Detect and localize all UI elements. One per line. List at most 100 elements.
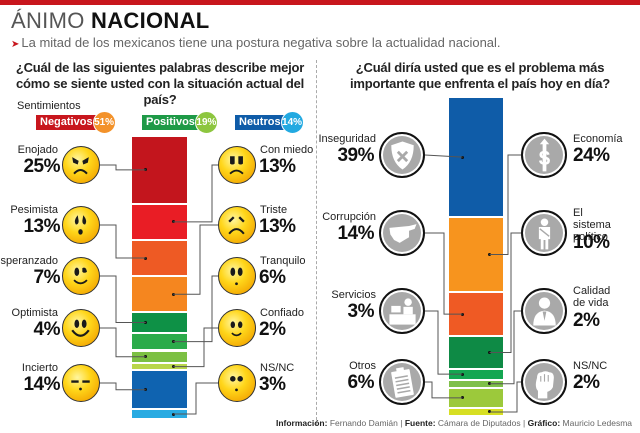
credits-sep: | [522, 418, 526, 428]
chart1-label: Con miedo [260, 144, 314, 156]
chart1-label: Esperanzado [0, 255, 58, 267]
credits-info-label: Información: [275, 418, 328, 428]
credits-info-value: Fernando Damián [329, 418, 398, 428]
chart2-label: El sistema político [573, 207, 611, 243]
chart2-bar-segment-corrupcion [449, 292, 503, 336]
top-accent-bar [0, 0, 640, 5]
chart2-value: 39% [337, 145, 374, 166]
chart1-bar-segment-triste [132, 277, 187, 312]
chart2-segment-marker [461, 312, 464, 316]
chart1-segment-marker [144, 388, 148, 392]
chart1-value: 13% [23, 216, 60, 237]
chart1-value: 6% [259, 267, 286, 288]
chart1-bar-segment-tranquilo [132, 333, 187, 350]
chart1-bar-segment-ns-nc [132, 410, 187, 418]
chart1-segment-marker [171, 292, 175, 296]
chart1-value: 14% [23, 374, 60, 395]
chart2-value: 14% [337, 223, 374, 244]
chart2-bar-segment-economia [449, 218, 503, 291]
chart2-label: Calidad de vida [573, 285, 611, 309]
svg-text:$: $ [539, 147, 551, 170]
face-sad-icon [218, 206, 256, 244]
legend-neutros-pct: 14% [280, 111, 304, 134]
chart2-label: NS/NC [573, 360, 608, 372]
face-confident-icon [218, 309, 256, 347]
chart1-value: 13% [259, 156, 296, 177]
chart1-label: Triste [260, 204, 288, 216]
legend-positivos-label: Positivos [142, 115, 199, 130]
chart1-segment-marker [144, 168, 148, 172]
chart1-segment-marker [171, 412, 175, 416]
chart2-label: Servicios [331, 289, 376, 301]
mexico-map-icon [379, 210, 425, 256]
chart2-segment-marker [461, 155, 464, 159]
chart1-value: 25% [23, 156, 60, 177]
legend-negativos-pct: 51% [92, 111, 116, 134]
chart2-bar-segment-servicios [449, 369, 503, 379]
chart2-value: 2% [573, 310, 600, 331]
legend-positivos-pct: 19% [194, 111, 218, 134]
chart1-segment-marker [171, 340, 175, 344]
chart1-bar-segment-optimista [132, 351, 187, 363]
chart2-bar-segment-ns-nc [449, 408, 503, 415]
shield-x-icon [379, 132, 425, 178]
subtitle: ➤ La mitad de los mexicanos tiene una pos… [11, 35, 501, 53]
face-pessimist-icon [62, 206, 100, 244]
chart2-segment-marker [488, 350, 491, 354]
face-hopeful-icon [62, 257, 100, 295]
chart1-value: 2% [259, 319, 286, 340]
chart1-value: 3% [259, 374, 286, 395]
chart2-value: 24% [573, 145, 610, 166]
clipboard-icon [379, 359, 425, 405]
chart2-bar-segment-calidad-de-vida [449, 380, 503, 387]
fist-icon [521, 359, 567, 405]
bullet-arrow-icon: ➤ [11, 39, 20, 50]
chart1-label: Tranquilo [260, 255, 306, 267]
legend-title: Sentimientos [17, 100, 81, 112]
face-calm-icon [218, 257, 256, 295]
credits-source-value: Cámara de Diputados [437, 418, 521, 428]
legend-negativos: Negativos 51% [36, 111, 116, 134]
legend-neutros-label: Neutros [235, 115, 285, 130]
chart1-question: ¿Cuál de las siguientes palabras describ… [15, 60, 305, 107]
page-title: ÁNIMO NACIONAL [11, 9, 210, 33]
chart1-bar-segment-incierto [132, 371, 187, 409]
credits-graphic-value: Mauricio Ledesma [562, 418, 632, 428]
chart1-bar-segment-esperanzado [132, 313, 187, 332]
chart1-value: 7% [33, 267, 61, 288]
chart2-bar-segment-inseguridad [449, 98, 503, 217]
chart2-question: ¿Cuál diría usted que es el problema más… [349, 60, 611, 91]
chart1-label: Enojado [17, 144, 58, 156]
chart2-segment-marker [461, 396, 464, 400]
chart1-stacked-bar [132, 137, 187, 418]
chart1-label: Confiado [260, 307, 305, 319]
legend-neutros: Neutros 14% [235, 111, 304, 134]
chart1-label: Optimista [11, 307, 58, 319]
chart2-bar-segment-otros [449, 388, 503, 407]
dollar-arrow-icon: $ [521, 132, 567, 178]
credits-graphic-label: Gráfico: [527, 418, 561, 428]
chart1-bar-segment-enojado [132, 137, 187, 203]
chart2-value: 2% [573, 372, 600, 393]
chart2-value: 6% [347, 372, 375, 393]
title-light: ÁNIMO [11, 8, 85, 33]
credits-sep: | [400, 418, 403, 428]
chart2-bar-segment-el-sistema-politico [449, 337, 503, 368]
chart1-label: Incierto [21, 362, 58, 374]
legend-negativos-label: Negativos [36, 115, 97, 130]
chart2-value: 3% [347, 301, 375, 322]
face-nsnc-icon [218, 364, 256, 402]
chart1-bar-segment-confiado [132, 364, 187, 370]
businessman-icon [521, 288, 567, 334]
chart1-segment-marker [144, 321, 148, 325]
chart1-value: 4% [33, 319, 61, 340]
credits-source-label: Fuente: [404, 418, 436, 428]
chart1-segment-marker [144, 355, 148, 359]
chart2-segment-marker [488, 253, 491, 257]
chart2-value: 10% [573, 232, 610, 253]
face-angry-icon [62, 146, 100, 184]
chart2-segment-marker [461, 372, 464, 376]
column-divider [316, 60, 317, 425]
subtitle-text: La mitad de los mexicanos tiene una post… [21, 35, 501, 50]
chart2-label: Economía [573, 133, 623, 145]
